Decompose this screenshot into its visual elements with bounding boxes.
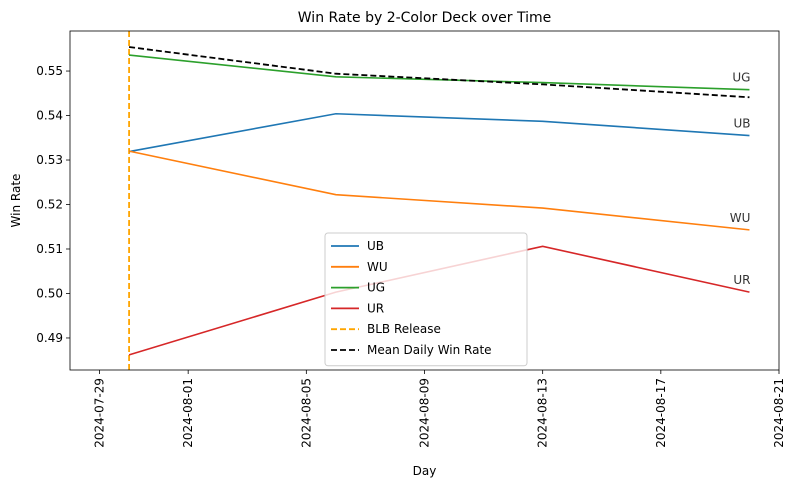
x-tick-label: 2024-07-29 bbox=[93, 378, 107, 448]
legend-entry-label: UB bbox=[367, 239, 384, 253]
y-tick-label: 0.49 bbox=[36, 331, 63, 345]
x-tick-label: 2024-08-09 bbox=[418, 378, 432, 448]
legend-entry-label: BLB Release bbox=[367, 322, 441, 336]
end-label-ur: UR bbox=[733, 273, 750, 287]
y-tick-label: 0.50 bbox=[36, 286, 63, 300]
end-label-wu: WU bbox=[730, 211, 751, 225]
legend-entry-label: WU bbox=[367, 260, 388, 274]
end-label-ug: UG bbox=[732, 71, 750, 85]
legend-entry-label: UG bbox=[367, 281, 385, 295]
series-line-ub bbox=[128, 112, 750, 153]
x-tick-label: 2024-08-01 bbox=[181, 378, 195, 448]
legend: UB WU UG UR BLB Release Mean Daily Win Rate bbox=[324, 232, 528, 367]
series-line-wu bbox=[128, 150, 750, 231]
end-label-ub: UB bbox=[733, 117, 750, 131]
x-axis-label: Day bbox=[413, 464, 437, 478]
legend-box bbox=[324, 232, 528, 367]
x-tick-label: 2024-08-21 bbox=[772, 378, 786, 448]
x-tick-label: 2024-08-13 bbox=[536, 378, 550, 448]
y-tick-label: 0.52 bbox=[36, 198, 63, 212]
plot-area: UB WU UG UR bbox=[128, 31, 751, 370]
y-axis-label: Win Rate bbox=[9, 174, 23, 228]
axes: 0.49 0.50 0.51 0.52 0.53 0.54 0.55 2024-07-29 20… bbox=[36, 30, 786, 448]
series-line-ug bbox=[128, 54, 750, 91]
legend-entry-label: Mean Daily Win Rate bbox=[367, 343, 492, 357]
x-tick-label: 2024-08-05 bbox=[299, 378, 313, 448]
x-tick-label: 2024-08-17 bbox=[654, 378, 668, 448]
y-tick-label: 0.53 bbox=[36, 153, 63, 167]
y-tick-label: 0.51 bbox=[36, 242, 63, 256]
chart-title: Win Rate by 2-Color Deck over Time bbox=[298, 10, 551, 26]
series-line-mean-daily-win-rate bbox=[128, 46, 750, 99]
y-tick-label: 0.54 bbox=[36, 109, 63, 123]
legend-entry-label: UR bbox=[367, 301, 384, 315]
y-tick-label: 0.55 bbox=[36, 64, 63, 78]
